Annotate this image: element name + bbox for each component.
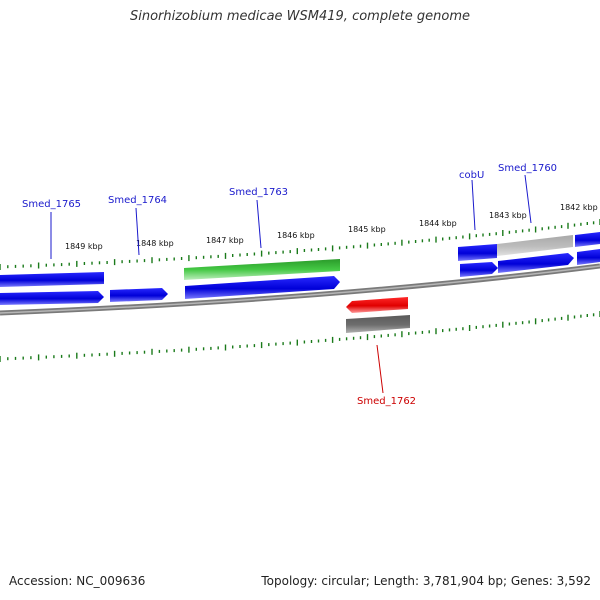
scale-label-1845: 1845 kbp: [348, 225, 386, 234]
gene-smed-1763-feature[interactable]: [184, 259, 340, 280]
gene-smed-1764-feature[interactable]: [110, 288, 168, 302]
gene-label-smed-1762[interactable]: Smed_1762: [357, 396, 416, 407]
scale-label-1843: 1843 kbp: [489, 211, 527, 220]
leader-smed-1764: [135, 207, 140, 256]
gene-label-cobu[interactable]: cobU: [459, 170, 484, 181]
gene-smed-1760-feature[interactable]: [497, 235, 573, 256]
scale-label-1842: 1842 kbp: [560, 203, 598, 212]
leader-cobu: [471, 179, 476, 231]
scale-labels: 1849 kbp 1848 kbp 1847 kbp 1846 kbp 1845…: [65, 203, 598, 251]
label-leaders: [50, 174, 532, 394]
leader-smed-1762: [376, 344, 384, 394]
scale-label-1848: 1848 kbp: [136, 239, 174, 248]
scale-label-1847: 1847 kbp: [206, 236, 244, 245]
leader-smed-1760: [524, 174, 532, 224]
gene-smed-1763-arrow[interactable]: [185, 276, 340, 299]
gene-label-smed-1764[interactable]: Smed_1764: [108, 195, 167, 206]
gene-cobu-feature[interactable]: [458, 244, 497, 261]
accession-label: Accession: NC_009636: [9, 574, 146, 588]
gene-upper-right-feature[interactable]: [575, 232, 600, 247]
outer-tick-ring: [0, 219, 600, 270]
gene-label-smed-1760[interactable]: Smed_1760: [498, 163, 557, 174]
genome-backbone: [0, 263, 600, 316]
gene-labels: Smed_1765 Smed_1764 Smed_1763 cobU Smed_…: [22, 163, 557, 407]
scale-label-1849: 1849 kbp: [65, 242, 103, 251]
genome-stats-label: Topology: circular; Length: 3,781,904 bp…: [261, 574, 591, 588]
gene-smed-1762-pseudo[interactable]: [346, 315, 410, 333]
gene-right-edge-arrow[interactable]: [577, 249, 600, 265]
inner-tick-ring: [0, 311, 600, 362]
gene-smed-1765-arrow[interactable]: [0, 291, 104, 305]
gene-track: [0, 232, 600, 333]
gene-smed-1760-arrow[interactable]: [498, 253, 574, 273]
map-title: Sinorhizobium medicae WSM419, complete g…: [129, 9, 471, 24]
leader-smed-1763: [256, 199, 262, 249]
gene-smed-1765-feature[interactable]: [0, 272, 104, 287]
scale-label-1844: 1844 kbp: [419, 219, 457, 228]
gene-label-smed-1765[interactable]: Smed_1765: [22, 199, 81, 210]
gene-label-smed-1763[interactable]: Smed_1763: [229, 187, 288, 198]
scale-label-1846: 1846 kbp: [277, 231, 315, 240]
gene-smed-1762-feature[interactable]: [346, 297, 408, 313]
gene-cobu-arrow[interactable]: [460, 262, 498, 277]
